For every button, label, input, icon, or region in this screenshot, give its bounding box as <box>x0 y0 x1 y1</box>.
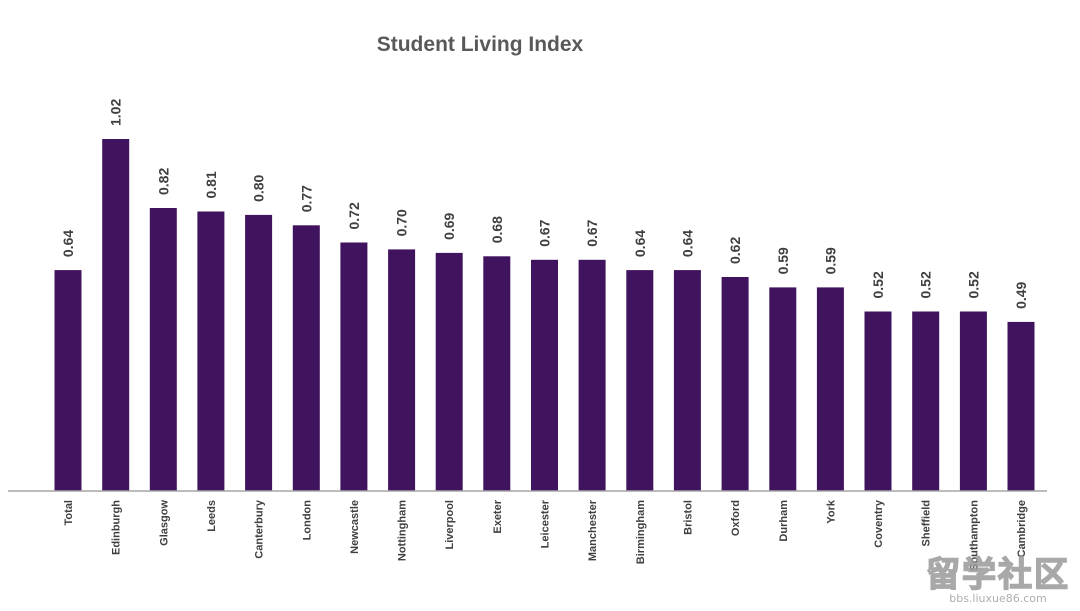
category-labels-group: Total Edinburgh Glasgow Leeds Canterbury Lond… <box>63 499 1028 571</box>
category-label-oxford: Oxford <box>730 500 742 536</box>
value-label-durham: 0.59 <box>775 247 791 274</box>
value-label-leicester: 0.67 <box>537 219 553 246</box>
category-label-bristol: Bristol <box>682 500 694 535</box>
bar-durham <box>769 287 797 491</box>
category-label-liverpool: Liverpool <box>444 500 456 550</box>
category-label-leeds: Leeds <box>206 500 218 532</box>
bars-group <box>54 139 1035 492</box>
value-label-total: 0.64 <box>60 230 76 257</box>
bar-southampton <box>959 311 987 491</box>
value-label-manchester: 0.67 <box>584 219 600 246</box>
bar-glasgow <box>149 208 177 491</box>
bar-coventry <box>864 311 892 491</box>
category-label-cambridge: Cambridge <box>1016 500 1028 557</box>
category-label-leicester: Leicester <box>540 499 552 548</box>
watermark-logo: 留学社区 <box>925 555 1070 595</box>
bar-leeds <box>197 211 225 491</box>
value-label-bristol: 0.64 <box>679 230 695 257</box>
category-label-canterbury: Canterbury <box>254 499 266 559</box>
chart-title: Student Living Index <box>377 33 584 56</box>
watermark: 留学社区 bbs.liuxue86.com <box>925 555 1070 605</box>
bar-birmingham <box>626 270 654 491</box>
bar-total <box>54 270 82 491</box>
category-label-southampton: Southampton <box>968 500 980 571</box>
category-label-glasgow: Glasgow <box>158 500 170 546</box>
bar-york <box>816 287 844 491</box>
bar-nottingham <box>388 249 416 491</box>
bar-liverpool <box>435 252 463 491</box>
value-label-nottingham: 0.70 <box>394 209 410 236</box>
value-labels-group: 0.64 1.02 0.82 0.81 0.80 0.77 0.72 0.70 0.69 0.68… <box>60 99 1029 309</box>
bar-sheffield <box>912 311 940 491</box>
watermark-url: bbs.liuxue86.com <box>949 592 1047 605</box>
category-label-total: Total <box>63 500 75 525</box>
value-label-liverpool: 0.69 <box>441 212 457 239</box>
category-label-london: London <box>301 500 313 541</box>
value-label-leeds: 0.81 <box>203 171 219 198</box>
category-label-birmingham: Birmingham <box>635 500 647 564</box>
bar-leicester <box>531 259 558 491</box>
bar-cambridge <box>1007 321 1035 491</box>
value-label-southampton: 0.52 <box>965 271 981 298</box>
category-label-york: York <box>825 499 837 524</box>
category-label-durham: Durham <box>778 500 790 542</box>
value-label-oxford: 0.62 <box>727 237 743 264</box>
value-label-newcastle: 0.72 <box>346 202 362 229</box>
bar-canterbury <box>245 214 273 491</box>
category-label-exeter: Exeter <box>492 499 504 533</box>
bar-exeter <box>483 256 511 491</box>
value-label-canterbury: 0.80 <box>251 174 267 201</box>
value-label-birmingham: 0.64 <box>632 230 648 257</box>
bar-oxford <box>721 277 749 491</box>
category-label-sheffield: Sheffield <box>921 500 933 546</box>
value-label-london: 0.77 <box>298 185 314 212</box>
value-label-exeter: 0.68 <box>489 216 505 243</box>
value-label-cambridge: 0.49 <box>1013 281 1029 308</box>
value-label-york: 0.59 <box>822 247 838 274</box>
bar-bristol <box>673 270 701 491</box>
bar-manchester <box>578 259 606 491</box>
value-label-coventry: 0.52 <box>870 271 886 298</box>
category-label-nottingham: Nottingham <box>397 500 409 561</box>
category-label-coventry: Coventry <box>873 499 885 548</box>
category-label-edinburgh: Edinburgh <box>111 500 123 555</box>
category-label-newcastle: Newcastle <box>349 500 361 554</box>
bar-edinburgh <box>102 139 130 491</box>
category-label-manchester: Manchester <box>587 499 599 561</box>
bar-london <box>292 225 320 492</box>
bar-newcastle <box>340 242 368 491</box>
value-label-glasgow: 0.82 <box>155 168 171 195</box>
value-label-sheffield: 0.52 <box>918 271 934 298</box>
value-label-edinburgh: 1.02 <box>108 99 124 126</box>
